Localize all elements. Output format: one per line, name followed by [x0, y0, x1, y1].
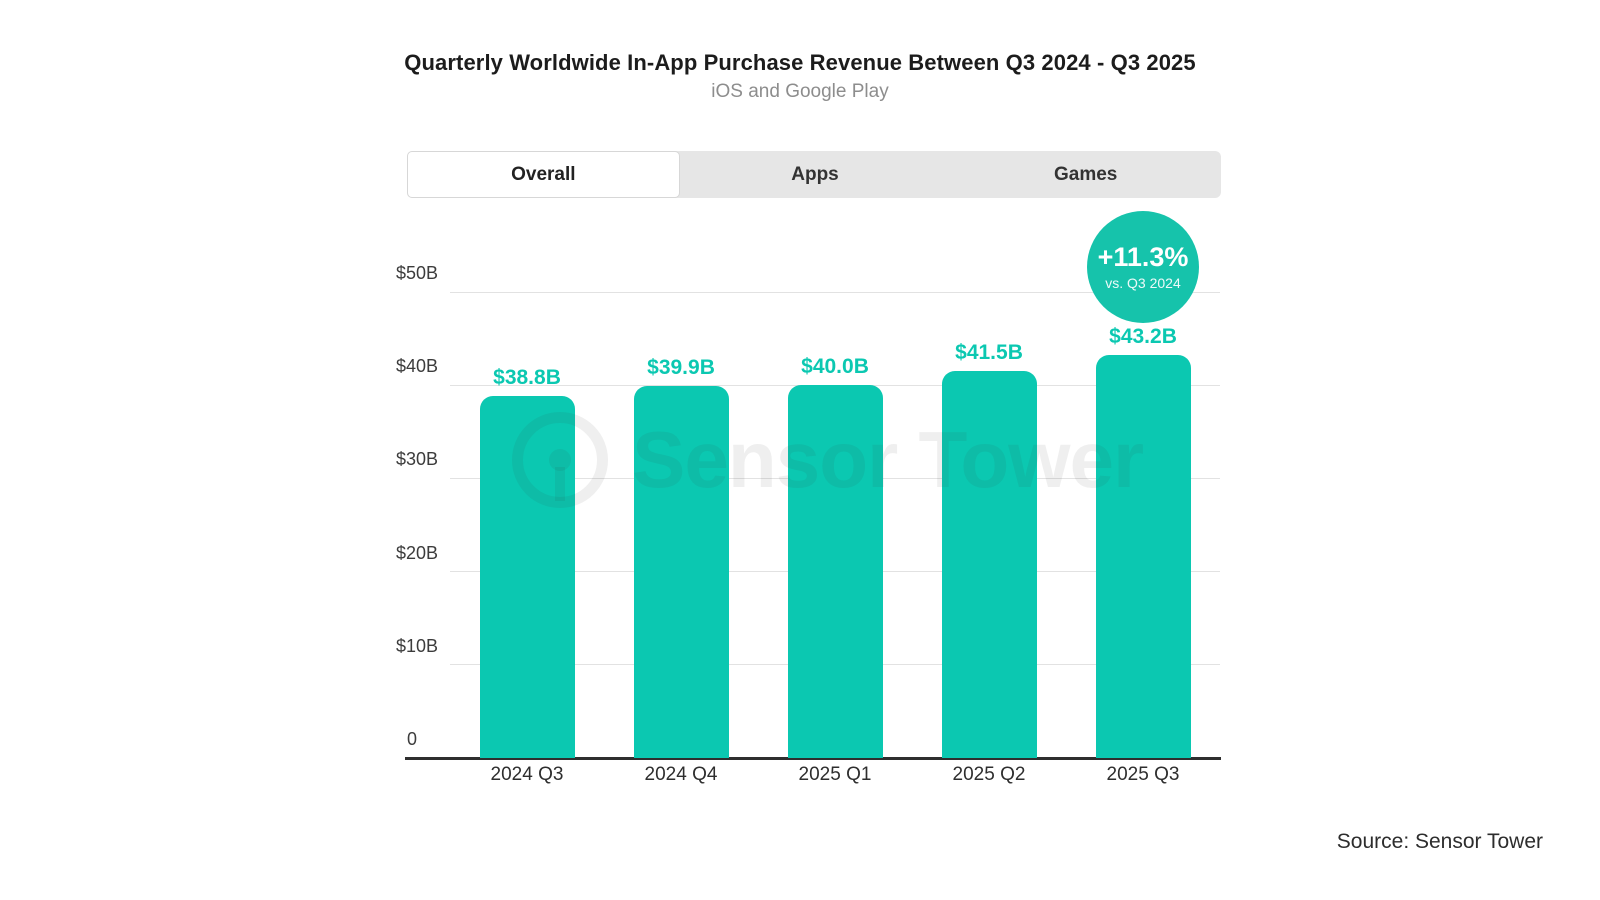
y-tick-label-50: $50B	[396, 263, 439, 283]
x-tick-label: 2024 Q4	[644, 764, 718, 785]
growth-badge-caption: vs. Q3 2024	[1105, 275, 1181, 291]
growth-badge: +11.3% vs. Q3 2024	[1087, 211, 1199, 323]
bar-2024-q4	[633, 386, 729, 758]
y-tick-label-0: 0	[407, 729, 418, 749]
source-note: Source: Sensor Tower	[1336, 830, 1543, 853]
tab-games[interactable]: Games	[1053, 163, 1118, 185]
bar-2024-q3	[479, 396, 575, 758]
y-tick-label-20: $20B	[396, 542, 439, 563]
tab-bar: Overall Apps Games	[407, 151, 1221, 198]
growth-badge-value: +11.3%	[1097, 242, 1189, 272]
bar-value-label: $39.9B	[647, 356, 715, 380]
y-tick-label-40: $40B	[396, 356, 439, 377]
x-tick-label: 2025 Q3	[1106, 764, 1180, 785]
x-tick-label: 2025 Q2	[952, 764, 1026, 785]
bar-2025-q3	[1095, 355, 1191, 758]
chart-title: Quarterly Worldwide In-App Purchase Reve…	[404, 50, 1196, 75]
bar-value-label: $40.0B	[801, 355, 869, 379]
tab-apps[interactable]: Apps	[791, 163, 839, 185]
y-tick-label-30: $30B	[396, 449, 439, 470]
bar-2025-q1	[787, 385, 883, 758]
x-tick-label: 2024 Q3	[490, 764, 564, 785]
bar-value-label: $43.2B	[1109, 325, 1177, 349]
bar-2025-q2	[941, 371, 1037, 758]
tab-overall[interactable]: Overall	[407, 151, 680, 198]
y-tick-label-10: $10B	[396, 635, 439, 656]
chart-subtitle: iOS and Google Play	[711, 81, 889, 102]
bar-value-label: $41.5B	[955, 341, 1023, 365]
x-axis-line	[405, 757, 1221, 760]
bar-value-label: $38.8B	[493, 366, 561, 390]
gridline-50	[450, 291, 1220, 293]
x-tick-label: 2025 Q1	[798, 764, 872, 785]
